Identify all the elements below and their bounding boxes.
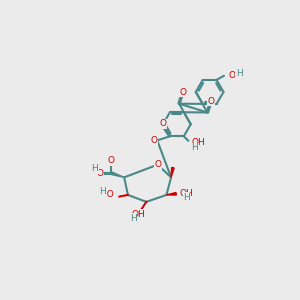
Text: H: H: [130, 214, 137, 223]
Text: O: O: [208, 97, 214, 106]
Text: OH: OH: [131, 210, 145, 219]
Polygon shape: [171, 167, 174, 177]
Text: O: O: [108, 156, 115, 165]
Text: H: H: [91, 164, 98, 173]
Text: OH: OH: [228, 71, 242, 80]
Polygon shape: [111, 172, 124, 177]
Text: OH: OH: [179, 189, 193, 198]
Text: O: O: [154, 160, 161, 169]
Text: H: H: [183, 193, 190, 202]
Text: HO: HO: [100, 190, 114, 200]
Text: H: H: [99, 187, 106, 196]
Text: H: H: [236, 69, 243, 78]
Text: O: O: [179, 88, 186, 97]
Text: O: O: [96, 169, 103, 178]
Text: OH: OH: [191, 138, 205, 147]
Polygon shape: [167, 193, 176, 195]
Text: O: O: [160, 119, 167, 128]
Text: O: O: [151, 136, 158, 146]
Text: H: H: [191, 143, 198, 152]
